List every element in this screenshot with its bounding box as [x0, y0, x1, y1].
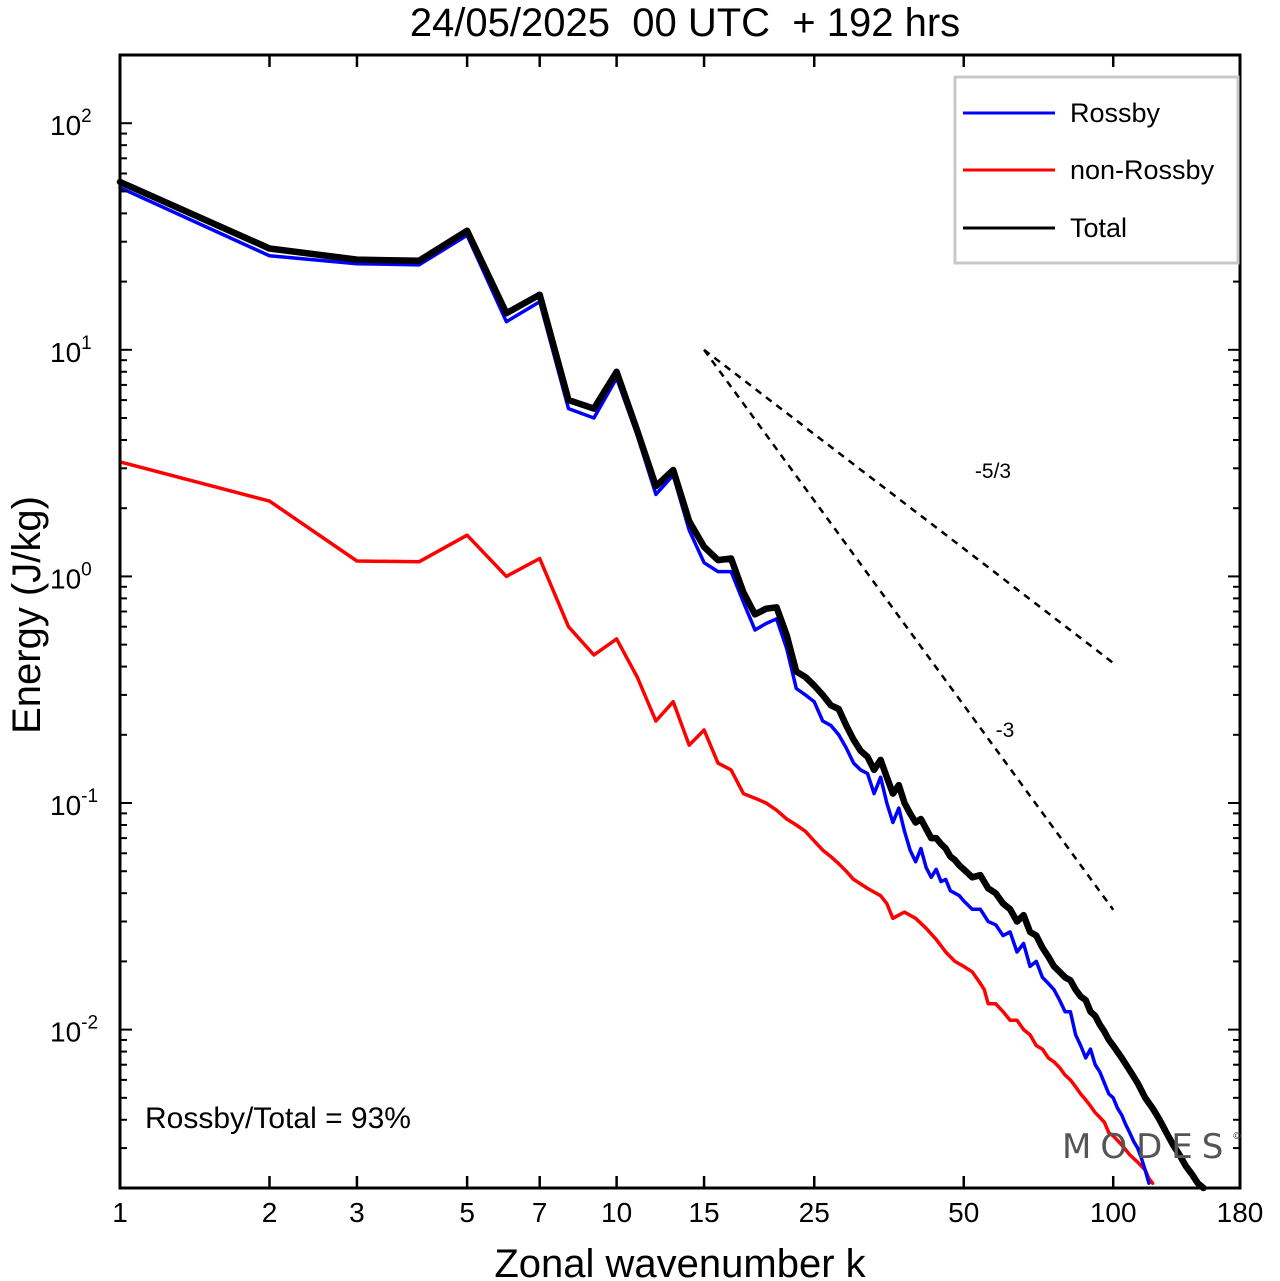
series-line-rossby [118, 185, 1151, 1185]
legend-label-non-rossby: non-Rossby [1070, 155, 1215, 185]
series-line-non-rossby [118, 460, 1155, 1185]
plot-frame [118, 53, 1242, 1190]
x-tick-label: 15 [688, 1197, 719, 1228]
x-tick-label: 10 [601, 1197, 632, 1228]
x-axis-label: Zonal wavenumber k [494, 1242, 866, 1281]
y-tick-label: 101 [50, 333, 92, 368]
x-tick-label: 1 [112, 1197, 128, 1228]
y-axis-label: Energy (J/kg) [5, 496, 49, 734]
reference-slope-label: -5/3 [975, 460, 1011, 483]
reference-slope-line [703, 349, 1115, 911]
x-tick-label: 7 [532, 1197, 548, 1228]
chart-title: 24/05/2025 00 UTC + 192 hrs [410, 1, 960, 45]
y-tick-label: 100 [50, 559, 92, 594]
x-tick-label: 3 [349, 1197, 365, 1228]
y-tick-label: 10-2 [50, 1013, 98, 1048]
x-tick-label: 100 [1090, 1197, 1137, 1228]
x-tick-label: 5 [459, 1197, 475, 1228]
legend-label-rossby: Rossby [1070, 98, 1161, 128]
ratio-annotation: Rossby/Total = 93% [145, 1102, 411, 1135]
y-axis-ticks: 102 101 100 10-1 10-2 [50, 54, 1240, 1189]
y-tick-label: 102 [50, 106, 92, 141]
series-layer [116, 178, 1207, 1192]
x-tick-label: 25 [799, 1197, 830, 1228]
legend: Rossby non-Rossby Total [953, 75, 1240, 265]
y-tick-label: 10-1 [50, 786, 98, 821]
legend-label-total: Total [1070, 213, 1127, 243]
reference-slopes: -5/3 -3 [703, 348, 1115, 911]
modes-watermark: MODES [1062, 1127, 1232, 1167]
series-line-total [116, 178, 1207, 1192]
reference-slope-line [703, 348, 1114, 664]
x-tick-label: 180 [1217, 1197, 1264, 1228]
x-axis-ticks: 1 2 3 5 7 10 15 25 50 100 180 [112, 55, 1263, 1228]
x-tick-label: 50 [948, 1197, 979, 1228]
watermark-copyright-mark: © [1232, 1131, 1242, 1142]
x-tick-label: 2 [262, 1197, 278, 1228]
reference-slope-label: -3 [996, 719, 1015, 742]
